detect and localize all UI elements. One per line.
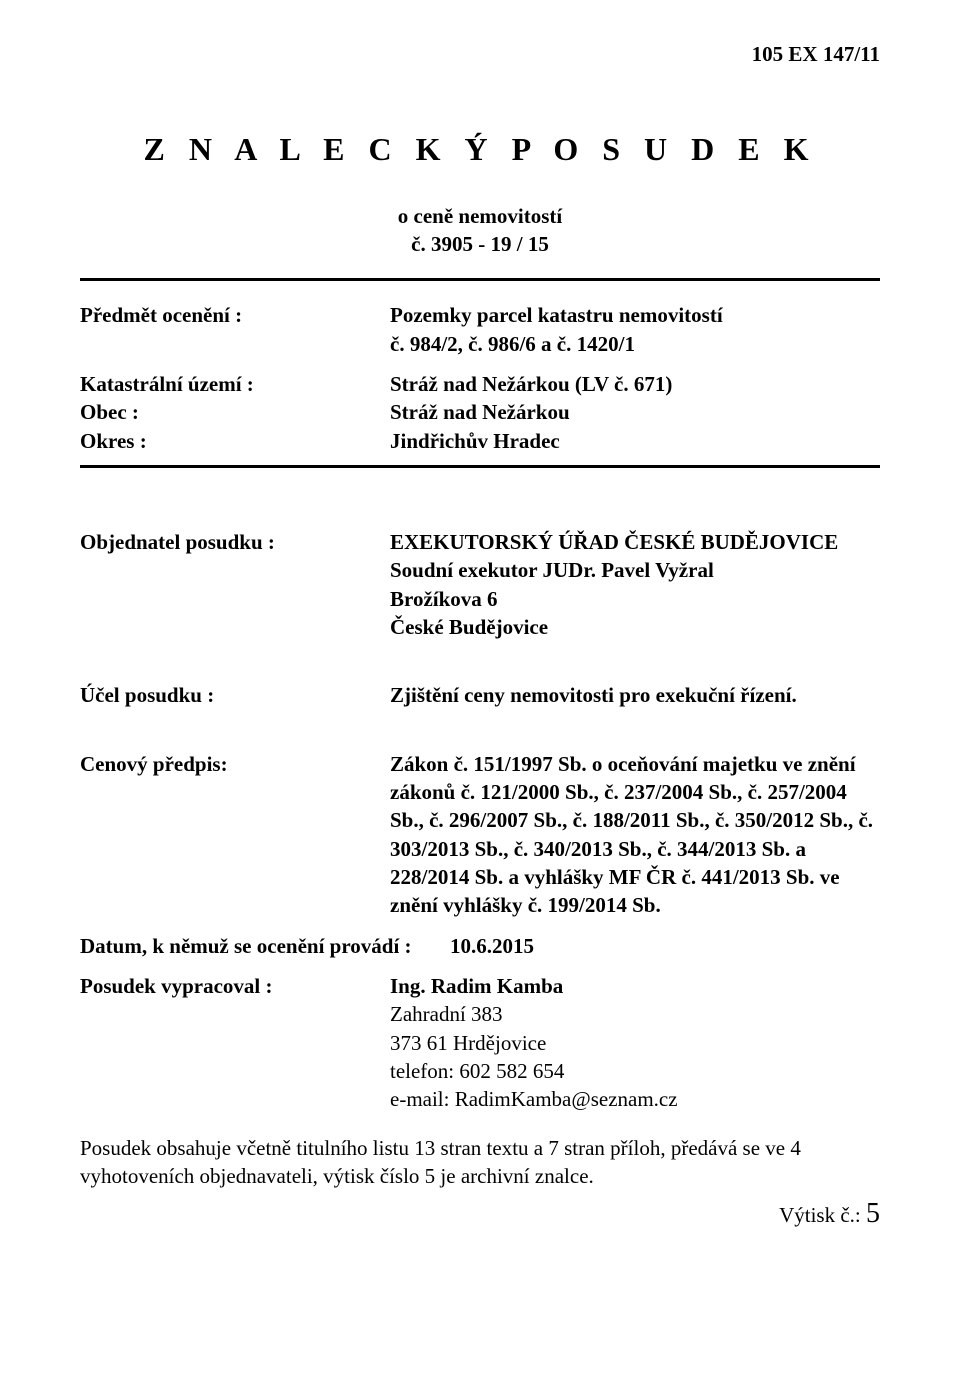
copy-number-value: 5 [866, 1198, 880, 1229]
orderer-label: Objednatel posudku : [80, 528, 390, 556]
purpose-label: Účel posudku : [80, 681, 390, 709]
footer-text: Posudek obsahuje včetně titulního listu … [80, 1134, 880, 1191]
subject-value-line1: Pozemky parcel katastru nemovitostí [390, 301, 880, 329]
regulation-value: Zákon č. 151/1997 Sb. o oceňování majetk… [390, 750, 880, 920]
document-title: Z N A L E C K Ý P O S U D E K [80, 128, 880, 171]
author-name: Ing. Radim Kamba [390, 972, 880, 1000]
orderer-line3: Brožíkova 6 [390, 585, 880, 613]
district-value: Jindřichův Hradec [390, 427, 880, 455]
author-city: 373 61 Hrdějovice [390, 1029, 880, 1057]
document-subtitle: o ceně nemovitostí [80, 202, 880, 230]
orderer-line1: EXEKUTORSKÝ ÚŘAD ČESKÉ BUDĚJOVICE [390, 528, 880, 556]
divider-top [80, 278, 880, 281]
author-label: Posudek vypracoval : [80, 972, 390, 1000]
author-email: e-mail: RadimKamba@seznam.cz [390, 1085, 880, 1113]
municipality-value: Stráž nad Nežárkou [390, 398, 880, 426]
subject-value-line2: č. 984/2, č. 986/6 a č. 1420/1 [390, 330, 880, 358]
copy-label: Výtisk č.: [779, 1203, 866, 1227]
author-phone: telefon: 602 582 654 [390, 1057, 880, 1085]
orderer-line2: Soudní exekutor JUDr. Pavel Vyžral [390, 556, 880, 584]
case-number: 105 EX 147/11 [80, 40, 880, 68]
date-value: 10.6.2015 [450, 932, 880, 960]
district-label: Okres : [80, 427, 390, 455]
regulation-label: Cenový předpis: [80, 750, 390, 778]
report-number: č. 3905 - 19 / 15 [80, 230, 880, 258]
divider-bottom [80, 465, 880, 468]
author-street: Zahradní 383 [390, 1000, 880, 1028]
orderer-line4: České Budějovice [390, 613, 880, 641]
subject-label: Předmět ocenění : [80, 301, 390, 329]
cadastral-label: Katastrální území : [80, 370, 390, 398]
copy-number: Výtisk č.: 5 [80, 1195, 880, 1233]
purpose-value: Zjištění ceny nemovitosti pro exekuční ř… [390, 681, 880, 709]
cadastral-value: Stráž nad Nežárkou (LV č. 671) [390, 370, 880, 398]
municipality-label: Obec : [80, 398, 390, 426]
date-label: Datum, k němuž se ocenění provádí : [80, 932, 450, 960]
